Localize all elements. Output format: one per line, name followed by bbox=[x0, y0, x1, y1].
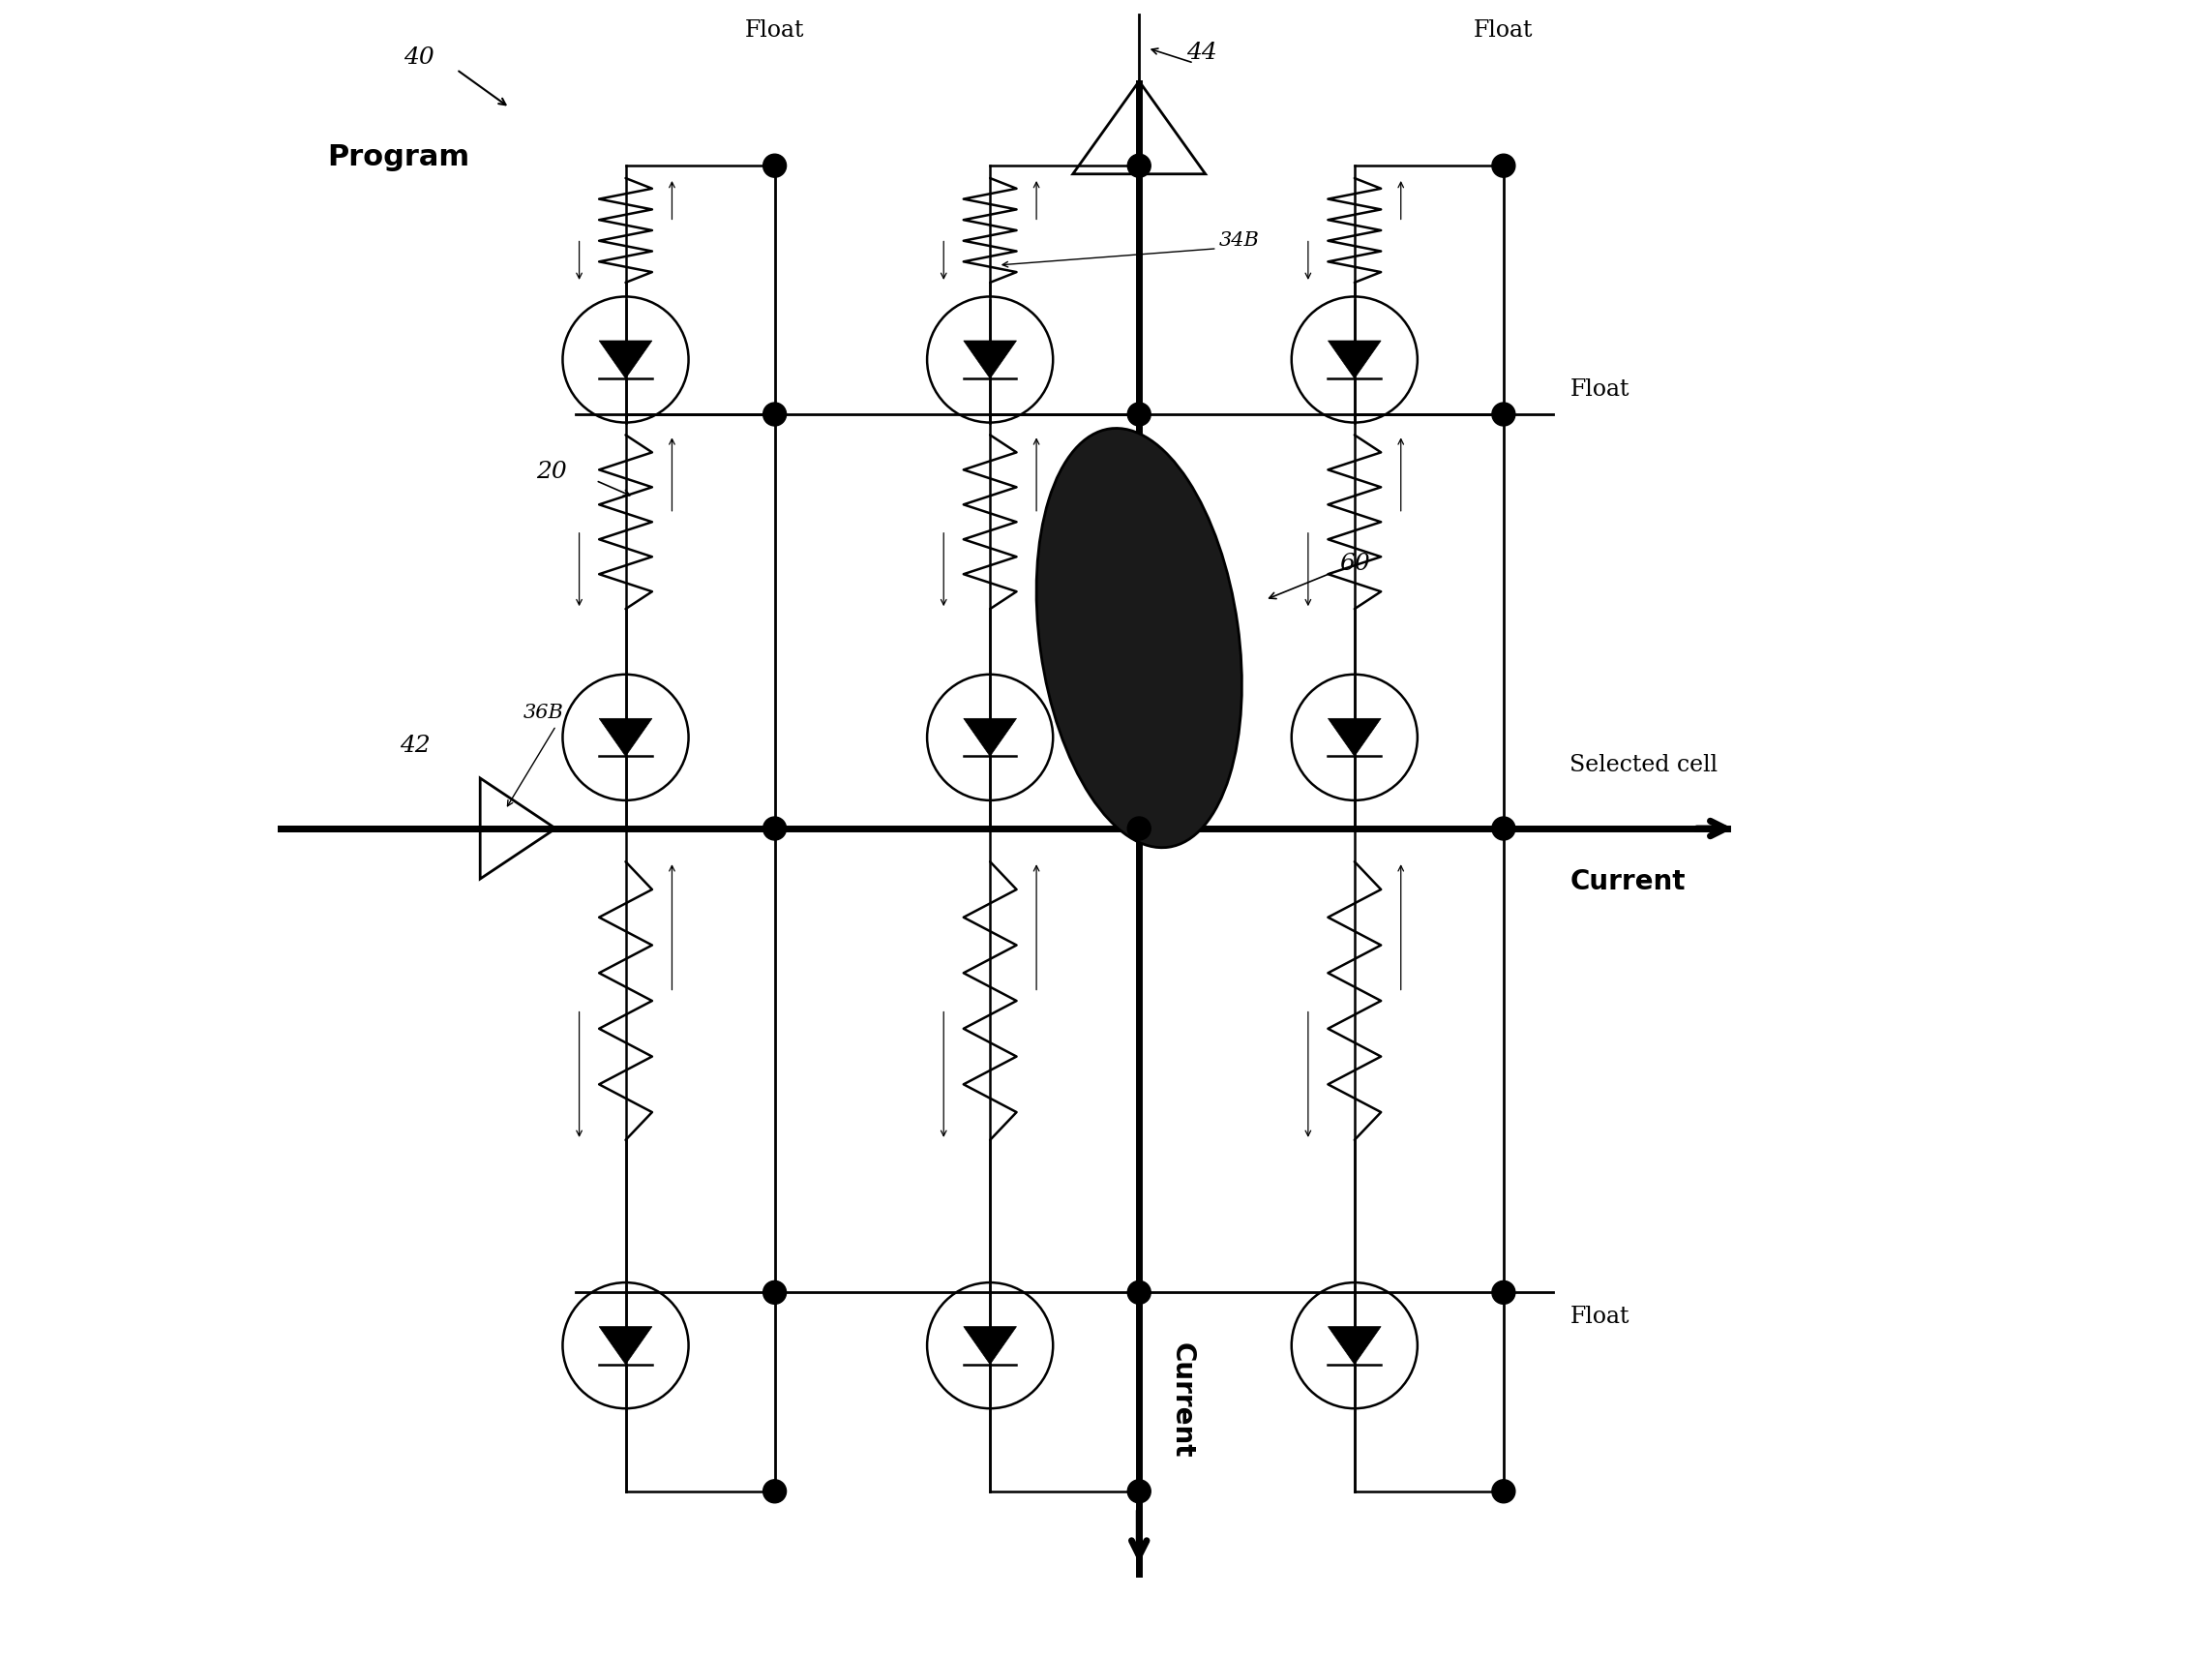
Circle shape bbox=[1491, 154, 1515, 177]
Circle shape bbox=[1128, 154, 1150, 177]
Circle shape bbox=[1491, 1480, 1515, 1503]
Text: 20: 20 bbox=[535, 461, 566, 484]
Circle shape bbox=[1128, 1480, 1150, 1503]
Circle shape bbox=[1491, 817, 1515, 840]
Circle shape bbox=[1128, 403, 1150, 426]
Circle shape bbox=[763, 154, 785, 177]
Circle shape bbox=[763, 1281, 785, 1304]
Polygon shape bbox=[1327, 341, 1380, 378]
Circle shape bbox=[763, 1480, 785, 1503]
Polygon shape bbox=[964, 719, 1018, 756]
Polygon shape bbox=[964, 341, 1018, 378]
Circle shape bbox=[1128, 1281, 1150, 1304]
Circle shape bbox=[763, 403, 785, 426]
Text: 60: 60 bbox=[1338, 552, 1369, 575]
Text: Float: Float bbox=[1571, 1306, 1630, 1327]
Polygon shape bbox=[599, 341, 653, 378]
Circle shape bbox=[1491, 403, 1515, 426]
Text: Float: Float bbox=[745, 20, 805, 41]
Text: 34B: 34B bbox=[1219, 230, 1259, 250]
Text: Float: Float bbox=[1473, 20, 1533, 41]
Text: 42: 42 bbox=[400, 734, 431, 757]
Polygon shape bbox=[599, 1327, 653, 1364]
Text: 36B: 36B bbox=[522, 703, 564, 722]
Text: 44: 44 bbox=[1186, 41, 1217, 65]
Text: Float: Float bbox=[1571, 379, 1630, 401]
Circle shape bbox=[763, 817, 785, 840]
Polygon shape bbox=[1327, 1327, 1380, 1364]
Circle shape bbox=[1128, 817, 1150, 840]
Polygon shape bbox=[599, 719, 653, 756]
Text: Current: Current bbox=[1168, 1342, 1197, 1458]
Text: Selected cell: Selected cell bbox=[1571, 754, 1719, 777]
Text: 40: 40 bbox=[403, 46, 434, 70]
Circle shape bbox=[1491, 1281, 1515, 1304]
Polygon shape bbox=[1327, 719, 1380, 756]
Text: Program: Program bbox=[327, 144, 469, 171]
Text: Current: Current bbox=[1571, 868, 1686, 895]
Polygon shape bbox=[964, 1327, 1018, 1364]
Ellipse shape bbox=[1037, 428, 1241, 848]
